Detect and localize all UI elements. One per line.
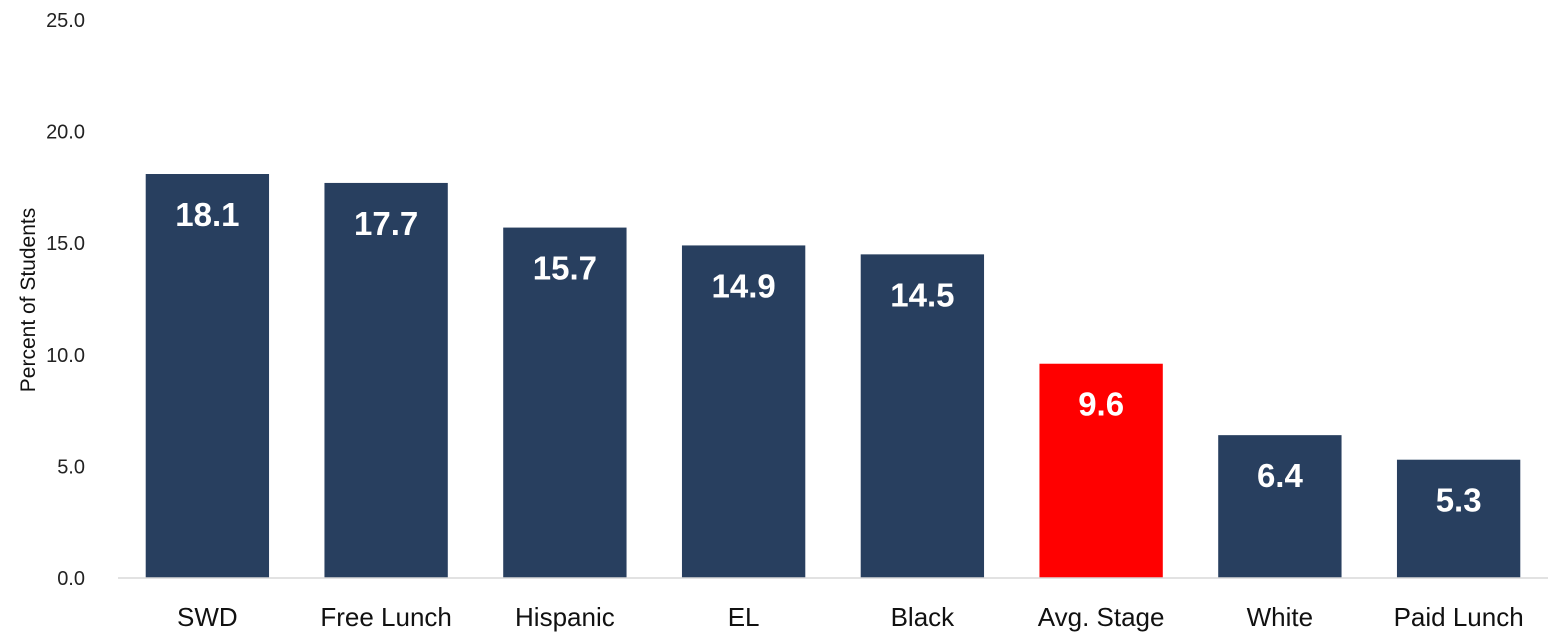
x-tick-label-swd: SWD	[177, 602, 238, 632]
y-tick-label: 10.0	[46, 345, 85, 367]
bar-el	[681, 245, 806, 578]
data-label-el: 14.9	[712, 267, 776, 304]
x-tick-label-free-lunch: Free Lunch	[320, 602, 452, 632]
y-tick-label: 5.0	[57, 456, 85, 478]
y-tick-label: 15.0	[46, 233, 85, 255]
y-axis-label-group: Percent of Students	[17, 208, 40, 392]
x-tick-label-avg-stage: Avg. Stage	[1038, 602, 1165, 632]
data-label-free-lunch: 17.7	[354, 205, 418, 242]
data-label-black: 14.5	[890, 276, 954, 313]
y-axis-label: Percent of Students	[17, 208, 40, 392]
bars-group	[145, 174, 1521, 579]
x-tick-label-hispanic: Hispanic	[515, 602, 615, 632]
bar-avg-stage	[1039, 363, 1163, 578]
y-tick-label: 0.0	[57, 568, 85, 590]
y-tick-label: 25.0	[46, 10, 85, 32]
data-label-avg-stage: 9.6	[1078, 386, 1124, 423]
x-tick-label-el: EL	[728, 602, 760, 632]
y-tick-label: 20.0	[46, 122, 85, 144]
data-label-white: 6.4	[1257, 457, 1304, 494]
bar-free-lunch	[324, 182, 448, 578]
bar-paid-lunch	[1396, 459, 1521, 578]
data-label-hispanic: 15.7	[533, 250, 597, 287]
x-tick-label-black: Black	[891, 602, 956, 632]
bar-swd	[145, 174, 270, 578]
data-label-swd: 18.1	[175, 196, 239, 233]
x-tick-label-white: White	[1247, 602, 1313, 632]
bar-hispanic	[503, 227, 627, 579]
bar-white	[1218, 435, 1342, 578]
data-labels-group: 18.1 17.7 15.7 14.9 14.5 9.6 6.4 5.3	[175, 196, 1481, 519]
x-axis-ticks: SWD Free Lunch Hispanic EL Black Avg. Stage Wh…	[177, 602, 1524, 632]
data-label-paid-lunch: 5.3	[1436, 482, 1482, 519]
bar-black	[860, 254, 985, 579]
y-axis-ticks: 0.0 5.0 10.0 15.0 20.0 25.0	[46, 10, 85, 590]
x-tick-label-paid-lunch: Paid Lunch	[1394, 602, 1524, 632]
